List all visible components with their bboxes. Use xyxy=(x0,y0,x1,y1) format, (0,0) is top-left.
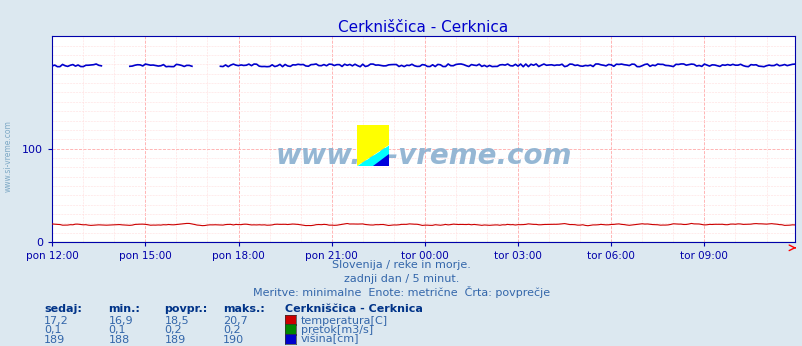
Polygon shape xyxy=(357,145,389,166)
Text: višina[cm]: višina[cm] xyxy=(301,334,359,345)
Text: 0,1: 0,1 xyxy=(108,325,126,335)
Text: 189: 189 xyxy=(164,335,185,345)
Text: 189: 189 xyxy=(44,335,65,345)
Text: 17,2: 17,2 xyxy=(44,316,69,326)
Title: Cerkniščica - Cerknica: Cerkniščica - Cerknica xyxy=(338,20,508,35)
Text: 0,2: 0,2 xyxy=(164,325,182,335)
Text: 0,2: 0,2 xyxy=(223,325,241,335)
Text: 0,1: 0,1 xyxy=(44,325,62,335)
Text: www.si-vreme.com: www.si-vreme.com xyxy=(3,120,13,192)
Text: temperatura[C]: temperatura[C] xyxy=(301,316,387,326)
Text: 18,5: 18,5 xyxy=(164,316,189,326)
Text: pretok[m3/s]: pretok[m3/s] xyxy=(301,325,373,335)
Text: 16,9: 16,9 xyxy=(108,316,133,326)
Polygon shape xyxy=(357,125,389,166)
Text: Cerkniščica - Cerknica: Cerkniščica - Cerknica xyxy=(285,304,423,314)
Text: www.si-vreme.com: www.si-vreme.com xyxy=(275,142,571,170)
Text: Slovenija / reke in morje.: Slovenija / reke in morje. xyxy=(332,260,470,270)
Text: maks.:: maks.: xyxy=(223,304,265,314)
Text: min.:: min.: xyxy=(108,304,140,314)
Text: povpr.:: povpr.: xyxy=(164,304,208,314)
Text: 20,7: 20,7 xyxy=(223,316,248,326)
Text: 188: 188 xyxy=(108,335,129,345)
Polygon shape xyxy=(373,154,389,166)
Text: Meritve: minimalne  Enote: metrične  Črta: povprečje: Meritve: minimalne Enote: metrične Črta:… xyxy=(253,286,549,298)
Text: zadnji dan / 5 minut.: zadnji dan / 5 minut. xyxy=(343,274,459,284)
Text: sedaj:: sedaj: xyxy=(44,304,82,314)
Text: 190: 190 xyxy=(223,335,244,345)
